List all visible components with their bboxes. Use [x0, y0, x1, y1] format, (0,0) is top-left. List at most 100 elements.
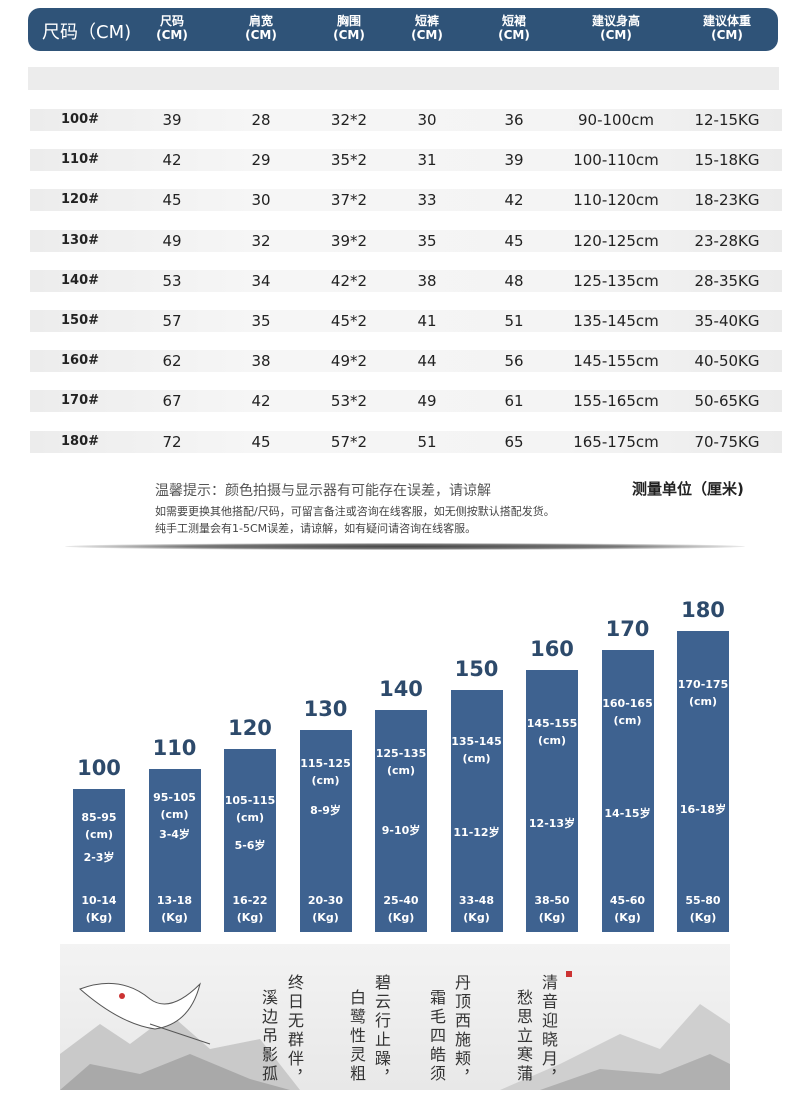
- table-cell: 125-135cm: [573, 271, 659, 290]
- table-cell: 180#: [60, 433, 100, 449]
- column-header-unit: (CM): [498, 28, 530, 42]
- table-cell: 53*2: [330, 392, 368, 411]
- header-title: 尺码（CM): [42, 22, 132, 43]
- table-cell: 12-15KG: [694, 111, 760, 129]
- height-value: 125-135: [375, 746, 427, 760]
- height-range: 105-115 (cm): [224, 792, 276, 826]
- table-cell: 120#: [60, 192, 100, 208]
- age-range: 2-3岁: [83, 851, 115, 864]
- weight-unit: (Kg): [689, 910, 717, 924]
- column-header: 胸围 (CM): [299, 14, 399, 42]
- column-header-name: 建议体重: [702, 14, 751, 28]
- height-range: 160-165 (cm): [602, 695, 654, 729]
- table-cell: 42*2: [330, 271, 368, 290]
- height-range: 135-145 (cm): [451, 733, 503, 767]
- table-cell: 32: [251, 231, 271, 250]
- table-cell: 18-23KG: [694, 191, 760, 210]
- weight-unit: (Kg): [387, 910, 415, 924]
- table-cell: 38: [417, 271, 437, 290]
- table-cell: 150#: [60, 313, 100, 328]
- age-range: 5-6岁: [234, 839, 266, 853]
- column-header-unit: (CM): [711, 28, 743, 42]
- table-cell: 72: [162, 432, 182, 451]
- column-header-unit: (CM): [411, 28, 443, 42]
- size-label: 170: [605, 617, 650, 642]
- weight-value: 16-22: [232, 893, 268, 907]
- height-value: 160-165: [602, 697, 653, 711]
- poem-line: 溪边吊影孤: [259, 989, 278, 1084]
- height-unit: (cm): [462, 752, 491, 765]
- table-cell: 50-65KG: [694, 392, 760, 411]
- table-row: 130# 49 32 39*2 35 45 120-125cm 23-28KG: [30, 229, 782, 252]
- height-unit: (cm): [688, 694, 718, 708]
- poem-line: 终日无群伴，: [285, 974, 304, 1088]
- height-value: 95-105: [153, 791, 196, 805]
- ink-painting-banner: 清音迎晓月， 愁思立寒蒲 丹顶西施颊， 霜毛四皓须 碧云行止躁， 白鹭性灵粗 终日无群伴， 溪…: [60, 944, 730, 1090]
- weight-range: 38-50 (Kg): [526, 892, 578, 926]
- weight-unit: (Kg): [161, 910, 188, 924]
- poem-line: 碧云行止躁，: [372, 974, 391, 1088]
- table-cell: 57: [162, 312, 182, 330]
- table-cell: 45: [251, 432, 271, 451]
- size-bar: 150 135-145 (cm) 11-12岁 33-48 (Kg): [450, 657, 503, 932]
- table-cell: 90-100cm: [578, 111, 654, 129]
- table-cell: 62: [162, 352, 182, 371]
- table-cell: 32*2: [330, 111, 368, 129]
- table-cell: 110-120cm: [573, 191, 659, 210]
- table-cell: 57*2: [330, 432, 368, 451]
- column-header: 短裙 (CM): [464, 14, 564, 42]
- table-cell: 28: [251, 111, 271, 129]
- weight-unit: (Kg): [538, 910, 566, 924]
- height-range: 95-105 (cm): [149, 789, 201, 823]
- weight-value: 20-30: [307, 893, 344, 907]
- table-row: 160# 62 38 49*2 44 56 145-155cm 40-50KG: [30, 350, 782, 373]
- tip-text: 温馨提示：颜色拍摄与显示器有可能存在误差，请谅解: [155, 483, 491, 499]
- table-cell: 30: [251, 191, 271, 210]
- weight-unit: (Kg): [236, 910, 264, 924]
- height-value: 85-95: [81, 811, 117, 824]
- column-header-unit: (CM): [245, 28, 277, 42]
- table-cell: 135-145cm: [573, 312, 659, 330]
- table-cell: 35-40KG: [694, 312, 760, 330]
- column-header-name: 短裙: [501, 14, 526, 28]
- table-row: 170# 67 42 53*2 49 61 155-165cm 50-65KG: [30, 390, 782, 413]
- height-range: 85-95 (cm): [73, 809, 125, 843]
- table-row: 110# 42 29 35*2 31 39 100-110cm 15-18KG: [30, 149, 782, 172]
- height-unit: (cm): [613, 714, 642, 728]
- height-value: 105-115: [224, 794, 276, 808]
- age-range: 3-4岁: [159, 828, 190, 842]
- note-line-3: 纯手工测量会有1-5CM误差，请谅解，如有疑问请咨询在线客服。: [155, 522, 477, 535]
- table-cell: 45*2: [330, 312, 368, 330]
- table-cell: 145-155cm: [573, 352, 659, 371]
- size-bar: 140 125-135 (cm) 9-10岁 25-40 (Kg): [375, 677, 427, 932]
- age-range: 14-15岁: [604, 807, 651, 821]
- mountain-crane-illustration: [60, 971, 730, 1090]
- table-cell: 53: [162, 271, 182, 290]
- table-cell: 49: [417, 392, 437, 411]
- table-cell: 51: [504, 312, 524, 330]
- column-header: 肩宽 (CM): [211, 14, 311, 42]
- table-cell: 23-28KG: [694, 231, 760, 250]
- weight-unit: (Kg): [312, 910, 339, 924]
- red-seal: [566, 971, 572, 977]
- weight-range: 33-48 (Kg): [451, 892, 503, 926]
- weight-value: 45-60: [609, 893, 646, 907]
- weight-value: 25-40: [383, 893, 419, 907]
- table-row: 140# 53 34 42*2 38 48 125-135cm 28-35KG: [30, 269, 782, 292]
- size-bar: 120 105-115 (cm) 5-6岁 16-22 (Kg): [224, 716, 276, 932]
- table-row: 150# 57 35 45*2 41 51 135-145cm 35-40KG: [30, 310, 782, 332]
- table-cell: 39: [162, 111, 182, 129]
- table-cell: 49: [162, 231, 182, 250]
- divider-shadow: [65, 543, 745, 550]
- height-value: 135-145: [451, 735, 502, 748]
- age-range: 8-9岁: [310, 803, 341, 817]
- table-cell: 100#: [60, 112, 100, 127]
- column-header-unit: (CM): [156, 28, 188, 42]
- height-value: 145-155: [526, 717, 578, 731]
- table-cell: 65: [504, 432, 524, 451]
- table-row: 100# 39 28 32*2 30 36 90-100cm 12-15KG: [30, 109, 782, 131]
- column-header: 建议体重 (CM): [677, 14, 777, 42]
- weight-range: 25-40 (Kg): [375, 892, 427, 926]
- weight-value: 33-48: [458, 894, 495, 907]
